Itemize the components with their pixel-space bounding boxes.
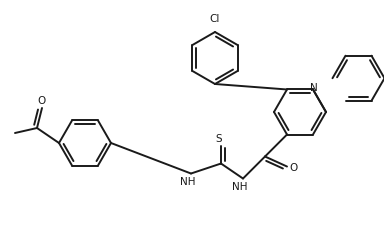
Text: O: O bbox=[37, 96, 45, 106]
Text: NH: NH bbox=[180, 177, 196, 186]
Text: N: N bbox=[310, 84, 318, 93]
Text: NH: NH bbox=[232, 182, 248, 191]
Text: Cl: Cl bbox=[210, 14, 220, 24]
Text: O: O bbox=[290, 163, 298, 172]
Text: S: S bbox=[216, 134, 222, 144]
